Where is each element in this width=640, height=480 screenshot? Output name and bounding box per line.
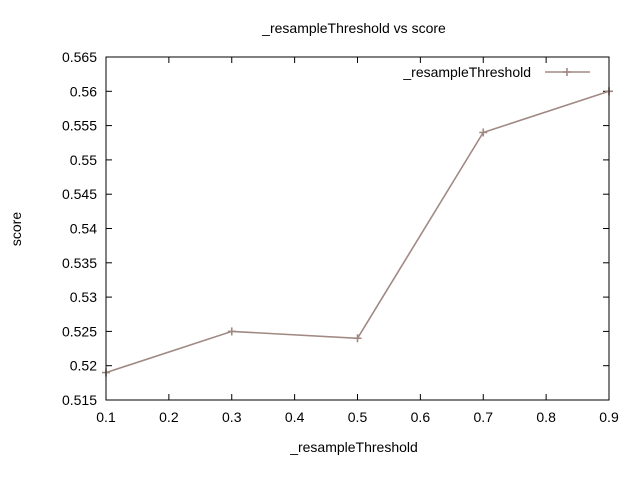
series-line [105,90,610,374]
x-tick-label: 0.9 [599,409,619,425]
y-tick-label: 0.515 [62,392,97,408]
y-tick-label: 0.555 [62,118,97,134]
chart-title: _resampleThreshold vs score [261,20,446,36]
data-point-marker [479,128,488,137]
y-tick-label: 0.545 [62,186,97,202]
legend-label: _resampleThreshold [402,64,531,80]
x-tick-label: 0.8 [536,409,556,425]
y-tick-label: 0.56 [70,83,97,99]
axis-ticks: 0.515 0.52 0.525 0.53 0.535 0.54 0.545 0.55 0.55… [62,49,619,425]
legend: _resampleThreshold [402,64,590,80]
series-layer [102,87,613,377]
x-axis-label: _resampleThreshold [289,439,418,455]
y-tick-label: 0.54 [70,221,97,237]
x-tick-label: 0.5 [348,409,368,425]
x-tick-label: 0.6 [411,409,431,425]
x-tick-label: 0.1 [96,409,116,425]
y-tick-label: 0.565 [62,49,97,65]
y-tick-label: 0.535 [62,255,97,271]
y-tick-label: 0.55 [70,152,97,168]
x-tick-label: 0.7 [474,409,494,425]
y-tick-label: 0.525 [62,323,97,339]
x-tick-label: 0.4 [285,409,305,425]
x-tick-label: 0.3 [222,409,242,425]
data-point-marker [353,334,362,343]
y-axis-label: score [8,212,24,246]
y-tick-label: 0.52 [70,358,97,374]
x-tick-label: 0.2 [159,409,179,425]
y-tick-label: 0.53 [70,289,97,305]
data-point-marker [227,327,236,336]
plot-area-frame [105,56,610,401]
